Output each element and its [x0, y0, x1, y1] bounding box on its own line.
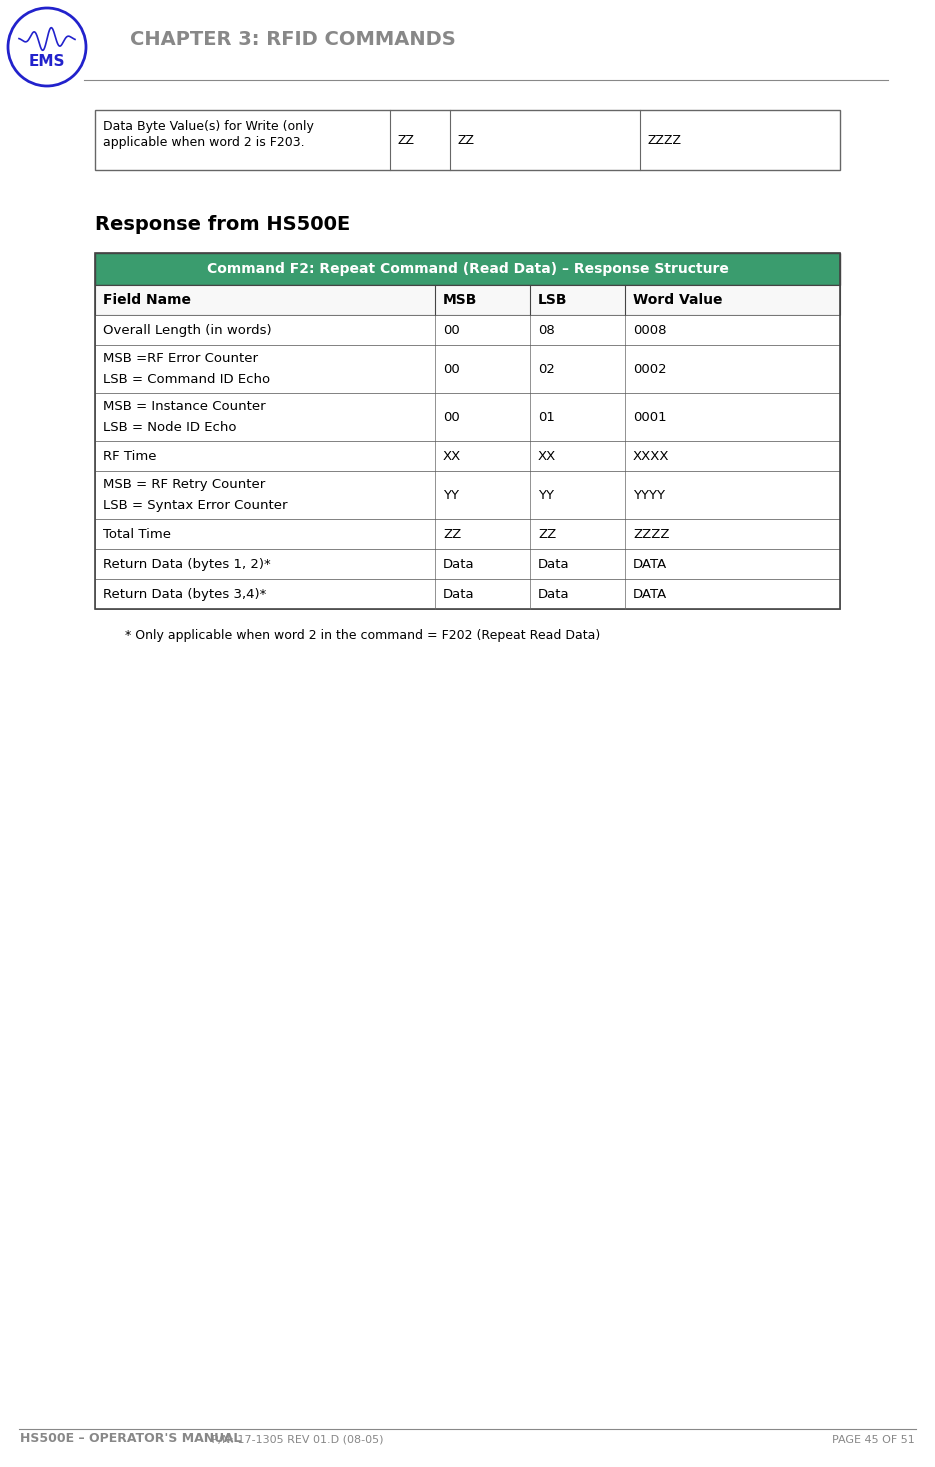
Text: Data: Data — [443, 587, 475, 600]
Text: Response from HS500E: Response from HS500E — [95, 216, 351, 235]
Text: PAGE 45 OF 51: PAGE 45 OF 51 — [832, 1435, 915, 1445]
Text: 02: 02 — [538, 362, 554, 376]
Text: XX: XX — [538, 449, 556, 462]
FancyBboxPatch shape — [95, 442, 840, 471]
Text: LSB = Command ID Echo: LSB = Command ID Echo — [103, 373, 270, 386]
FancyBboxPatch shape — [95, 549, 840, 579]
FancyBboxPatch shape — [95, 285, 840, 315]
Text: HS500E – OPERATOR'S MANUAL: HS500E – OPERATOR'S MANUAL — [20, 1432, 241, 1445]
Text: 0008: 0008 — [633, 324, 667, 336]
FancyBboxPatch shape — [95, 345, 840, 393]
Text: Data: Data — [443, 557, 475, 571]
Text: LSB: LSB — [538, 293, 568, 307]
Text: ZZZZ: ZZZZ — [633, 528, 669, 540]
Text: DATA: DATA — [633, 557, 668, 571]
Text: MSB: MSB — [443, 293, 478, 307]
Text: 08: 08 — [538, 324, 554, 336]
Text: * Only applicable when word 2 in the command = F202 (Repeat Read Data): * Only applicable when word 2 in the com… — [125, 629, 600, 643]
Text: LSB = Syntax Error Counter: LSB = Syntax Error Counter — [103, 499, 287, 512]
Text: applicable when word 2 is F203.: applicable when word 2 is F203. — [103, 136, 305, 150]
Text: YY: YY — [443, 489, 459, 502]
Text: Overall Length (in words): Overall Length (in words) — [103, 324, 272, 336]
Text: EMS: EMS — [29, 53, 65, 69]
Text: DATA: DATA — [633, 587, 668, 600]
Text: Command F2: Repeat Command (Read Data) – Response Structure: Command F2: Repeat Command (Read Data) –… — [207, 263, 728, 276]
Text: 0001: 0001 — [633, 411, 667, 424]
Text: CHAPTER 3: RFID COMMANDS: CHAPTER 3: RFID COMMANDS — [130, 29, 455, 48]
Text: Return Data (bytes 3,4)*: Return Data (bytes 3,4)* — [103, 587, 266, 600]
Text: MSB =RF Error Counter: MSB =RF Error Counter — [103, 352, 258, 365]
Text: ZZ: ZZ — [538, 528, 556, 540]
Text: Return Data (bytes 1, 2)*: Return Data (bytes 1, 2)* — [103, 557, 271, 571]
Text: YYYY: YYYY — [633, 489, 665, 502]
FancyBboxPatch shape — [95, 252, 840, 285]
Text: Word Value: Word Value — [633, 293, 723, 307]
Text: ZZ: ZZ — [443, 528, 461, 540]
Text: XXXX: XXXX — [633, 449, 669, 462]
Text: RF Time: RF Time — [103, 449, 156, 462]
Text: P/N: 17-1305 REV 01.D (08-05): P/N: 17-1305 REV 01.D (08-05) — [208, 1435, 383, 1445]
FancyBboxPatch shape — [95, 110, 840, 170]
Text: 00: 00 — [443, 362, 460, 376]
Text: 00: 00 — [443, 411, 460, 424]
Text: Data: Data — [538, 587, 569, 600]
Text: YY: YY — [538, 489, 554, 502]
Text: 0002: 0002 — [633, 362, 667, 376]
FancyBboxPatch shape — [95, 519, 840, 549]
Text: LSB = Node ID Echo: LSB = Node ID Echo — [103, 421, 237, 434]
Text: Data: Data — [538, 557, 569, 571]
FancyBboxPatch shape — [95, 579, 840, 609]
Text: ZZ: ZZ — [398, 133, 415, 147]
FancyBboxPatch shape — [95, 471, 840, 519]
Text: ZZZZ: ZZZZ — [648, 133, 682, 147]
Text: Data Byte Value(s) for Write (only: Data Byte Value(s) for Write (only — [103, 120, 314, 133]
Text: Total Time: Total Time — [103, 528, 171, 540]
Text: Field Name: Field Name — [103, 293, 191, 307]
Text: MSB = Instance Counter: MSB = Instance Counter — [103, 400, 266, 414]
Text: 00: 00 — [443, 324, 460, 336]
Text: MSB = RF Retry Counter: MSB = RF Retry Counter — [103, 478, 266, 491]
FancyBboxPatch shape — [95, 315, 840, 345]
FancyBboxPatch shape — [95, 393, 840, 442]
Text: 01: 01 — [538, 411, 554, 424]
Text: XX: XX — [443, 449, 461, 462]
Text: ZZ: ZZ — [458, 133, 475, 147]
